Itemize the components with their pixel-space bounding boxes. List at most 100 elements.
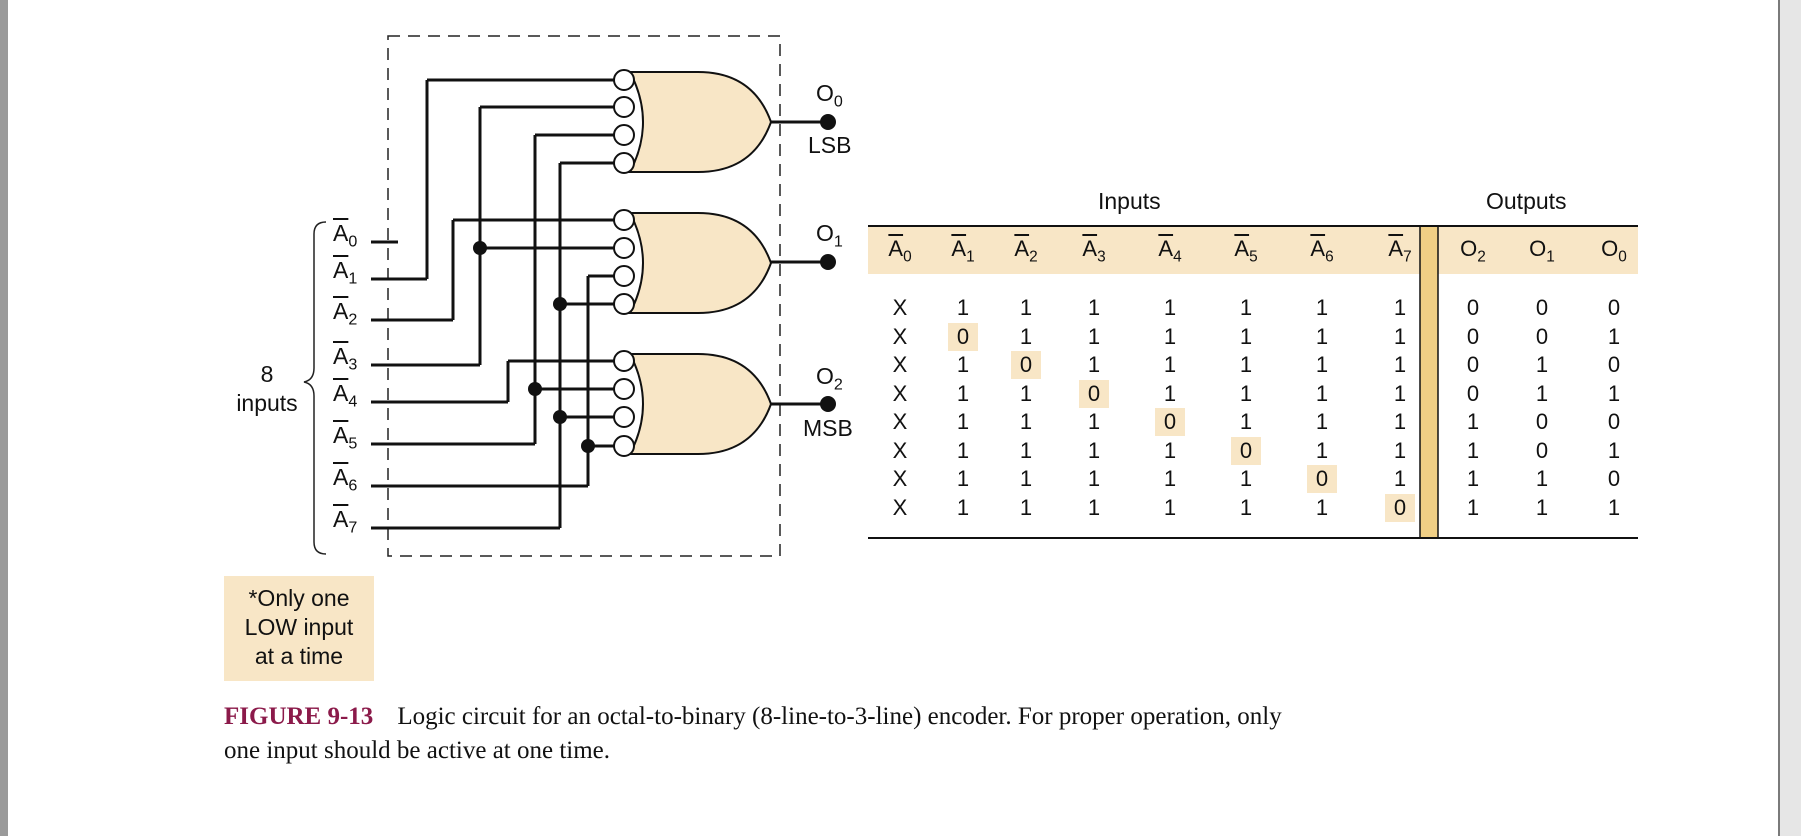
table-cell-r2-in6: 1 <box>1315 352 1329 377</box>
output-label-0: O0 <box>816 80 843 111</box>
table-cell-r0-in4: 1 <box>1163 295 1177 320</box>
table-cell-r2-out1: 1 <box>1535 352 1549 377</box>
table-cell-r1-out0: 0 <box>1466 323 1480 349</box>
truth-table-rules <box>868 225 1638 539</box>
table-cell-r1-out1: 0 <box>1535 323 1549 349</box>
input-label-1: A1 <box>333 257 358 288</box>
inverting-bubble-1-0 <box>613 209 635 231</box>
table-cell-r4-out1: 0 <box>1535 409 1549 434</box>
table-cell-r3-in7: 1 <box>1393 380 1407 406</box>
table-cell-r3-in3: 0 <box>1079 379 1109 408</box>
table-cell-r6-in3: 1 <box>1087 466 1101 491</box>
inverting-bubble-0-3 <box>613 152 635 174</box>
table-cell-r5-in6: 1 <box>1315 437 1329 463</box>
table-cell-r7-out1: 1 <box>1535 494 1549 520</box>
encoder-boundary <box>387 35 781 557</box>
table-cell-r7-in3: 1 <box>1087 494 1101 520</box>
junction-dot-3-1 <box>473 241 487 255</box>
output-tag-2: MSB <box>803 415 853 441</box>
table-cell-r4-in2: 1 <box>1019 409 1033 434</box>
table-cell-r4-in4: 0 <box>1155 408 1185 436</box>
column-header-o0: O0 <box>1601 236 1627 266</box>
one-low-input-note: *Only one LOW input at a time <box>224 576 374 681</box>
table-cell-r5-out0: 1 <box>1466 437 1480 463</box>
table-cell-r6-in0: X <box>892 466 908 491</box>
table-cell-r3-out0: 0 <box>1466 380 1480 406</box>
inverting-bubble-1-1 <box>613 237 635 259</box>
table-cell-r2-in0: X <box>892 352 908 377</box>
table-cell-r5-in4: 1 <box>1163 437 1177 463</box>
table-cell-r1-in6: 1 <box>1315 323 1329 349</box>
table-cell-r0-out1: 0 <box>1535 295 1549 320</box>
table-cell-r3-out1: 1 <box>1535 380 1549 406</box>
figure-caption: FIGURE 9-13 Logic circuit for an octal-to… <box>224 700 1324 768</box>
table-cell-r0-in3: 1 <box>1087 295 1101 320</box>
table-cell-r0-out2: 0 <box>1607 295 1621 320</box>
table-cell-r3-in1: 1 <box>956 380 970 406</box>
table-cell-r0-in0: X <box>892 295 908 320</box>
table-cell-r6-in2: 1 <box>1019 466 1033 491</box>
table-cell-r0-out0: 0 <box>1466 295 1480 320</box>
inverting-bubble-2-0 <box>613 350 635 372</box>
table-cell-r2-in3: 1 <box>1087 352 1101 377</box>
or-gate-0 <box>628 71 773 173</box>
or-gate-1 <box>628 212 773 314</box>
junction-dot-5-2 <box>528 382 542 396</box>
table-cell-r0-in7: 1 <box>1393 295 1407 320</box>
table-cell-r7-in7: 0 <box>1385 493 1415 522</box>
table-cell-r5-in0: X <box>892 437 908 463</box>
document-page: 8 inputs A0 A1 A2 A3 A4 A5 A6 A7 O0 LSB O1 O2 MSB I… <box>8 0 1778 836</box>
table-cell-r4-in7: 1 <box>1393 409 1407 434</box>
table-cell-r6-in5: 1 <box>1239 466 1253 491</box>
table-cell-r7-in2: 1 <box>1019 494 1033 520</box>
table-cell-r1-in7: 1 <box>1393 323 1407 349</box>
output-tag-0: LSB <box>808 132 852 158</box>
column-header-a6: A6 <box>1310 236 1334 266</box>
junction-dot-7-2 <box>553 410 567 424</box>
junction-dot-6-2 <box>581 439 595 453</box>
table-cell-r3-in5: 1 <box>1239 380 1253 406</box>
table-cell-r1-out2: 1 <box>1607 323 1621 349</box>
table-cell-r4-out0: 1 <box>1466 409 1480 434</box>
output-wires <box>771 114 836 412</box>
table-cell-r5-in5: 0 <box>1231 436 1261 465</box>
inverting-bubble-0-2 <box>613 124 635 146</box>
inverting-bubble-0-1 <box>613 96 635 118</box>
window-frame-right <box>1778 0 1801 836</box>
table-cell-r3-in4: 1 <box>1163 380 1177 406</box>
table-cell-r7-in4: 1 <box>1163 494 1177 520</box>
inverting-bubble-2-1 <box>613 378 635 400</box>
table-cell-r4-in1: 1 <box>956 409 970 434</box>
table-cell-r6-out0: 1 <box>1466 466 1480 491</box>
column-header-o2: O2 <box>1460 236 1486 266</box>
table-cell-r1-in1: 0 <box>948 322 978 351</box>
output-label-2: O2 <box>816 363 843 394</box>
circuit-wires <box>371 78 614 530</box>
table-cell-r5-in7: 1 <box>1393 437 1407 463</box>
table-cell-r2-in4: 1 <box>1163 352 1177 377</box>
table-cell-r5-out2: 1 <box>1607 437 1621 463</box>
input-label-0: A0 <box>333 220 358 251</box>
table-cell-r2-in1: 1 <box>956 352 970 377</box>
table-cell-r7-in0: X <box>892 494 908 520</box>
column-header-a4: A4 <box>1158 236 1182 266</box>
table-cell-r3-in6: 1 <box>1315 380 1329 406</box>
table-cell-r4-in5: 1 <box>1239 409 1253 434</box>
output-terminal-1 <box>820 254 836 270</box>
table-cell-r1-in5: 1 <box>1239 323 1253 349</box>
output-terminal-2 <box>820 396 836 412</box>
table-cell-r5-in3: 1 <box>1087 437 1101 463</box>
table-cell-r2-out2: 0 <box>1607 352 1621 377</box>
column-header-a5: A5 <box>1234 236 1258 266</box>
table-cell-r3-in0: X <box>892 380 908 406</box>
inverting-bubble-1-2 <box>613 265 635 287</box>
input-label-4: A4 <box>333 380 358 411</box>
figure-caption-text: Logic circuit for an octal-to-binary (8-… <box>224 703 1282 764</box>
table-cell-r6-in6: 0 <box>1307 465 1337 493</box>
inputs-brace-label: 8 inputs <box>224 360 310 418</box>
table-cell-r0-in5: 1 <box>1239 295 1253 320</box>
inputs-heading: Inputs <box>1098 188 1161 214</box>
table-cell-r7-in1: 1 <box>956 494 970 520</box>
table-cell-r6-in4: 1 <box>1163 466 1177 491</box>
table-cell-r4-in3: 1 <box>1087 409 1101 434</box>
